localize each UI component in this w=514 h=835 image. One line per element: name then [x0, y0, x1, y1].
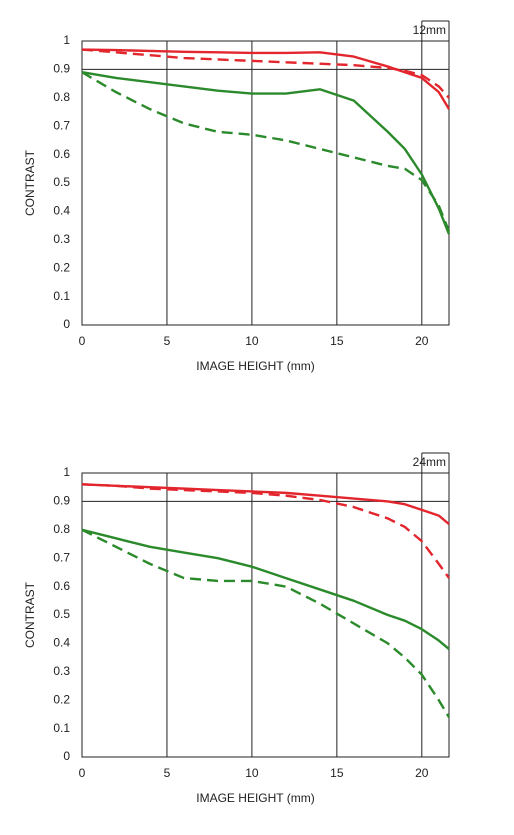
x-tick-label: 0	[79, 334, 86, 348]
y-tick-label: 0.5	[53, 175, 70, 189]
x-axis-label: IMAGE HEIGHT (mm)	[196, 359, 314, 373]
chart: 0 5 10 15 20 0 0.1 0.2 0.3 0.4 0.5 0.6 0.7 0.8 0.9 1 24m…	[23, 452, 451, 805]
y-tick-label: 0.5	[53, 607, 70, 621]
y-tick-label: 0.6	[53, 147, 70, 161]
y-tick-label: 0.4	[53, 636, 70, 650]
y-tick-label: 0.8	[53, 522, 70, 536]
y-tick-label: 0.3	[53, 232, 70, 246]
x-tick-label: 20	[415, 766, 429, 780]
y-tick-label: 0.8	[53, 90, 70, 104]
x-tick-label: 15	[330, 766, 344, 780]
y-axis-label: CONTRAST	[23, 581, 37, 648]
x-tick-label: 5	[164, 766, 171, 780]
x-tick-label: 5	[164, 334, 171, 348]
mtf-line	[81, 483, 450, 579]
focal-label: 12mm	[413, 23, 446, 37]
mtf-line	[81, 71, 451, 232]
chart: 0 5 10 15 20 0 0.1 0.2 0.3 0.4 0.5 0.6 0.7 0.8 0.9 1 12m…	[23, 20, 451, 373]
y-tick-label: 0.7	[53, 118, 70, 132]
x-tick-label: 0	[79, 766, 86, 780]
plot-frame	[81, 472, 450, 758]
mtf-line	[81, 528, 450, 651]
y-tick-label: 0.9	[53, 62, 70, 76]
mtf-line	[81, 483, 450, 526]
y-tick-label: 1	[63, 33, 70, 47]
x-tick-label: 10	[245, 766, 259, 780]
y-axis-label: CONTRAST	[23, 149, 37, 216]
x-tick-label: 10	[245, 334, 259, 348]
y-tick-label: 0.9	[53, 494, 70, 508]
mtf-line	[81, 71, 451, 235]
y-tick-label: 0.7	[53, 550, 70, 564]
y-tick-label: 0.2	[53, 260, 70, 274]
mtf-line	[81, 48, 451, 110]
y-tick-label: 0.3	[53, 664, 70, 678]
plot-frame	[81, 40, 450, 326]
x-axis-label: IMAGE HEIGHT (mm)	[196, 791, 314, 805]
mtf-line	[81, 528, 451, 718]
y-tick-label: 0	[63, 749, 70, 763]
y-tick-label: 0.4	[53, 204, 70, 218]
y-tick-label: 0	[63, 317, 70, 331]
y-tick-label: 0.1	[53, 289, 70, 303]
x-tick-label: 15	[330, 334, 344, 348]
y-tick-label: 0.2	[53, 692, 70, 706]
y-tick-label: 0.1	[53, 721, 70, 735]
y-tick-label: 0.6	[53, 579, 70, 593]
focal-label: 24mm	[413, 455, 446, 469]
x-tick-label: 20	[415, 334, 429, 348]
mtf-line	[81, 48, 450, 99]
y-tick-label: 1	[63, 465, 70, 479]
